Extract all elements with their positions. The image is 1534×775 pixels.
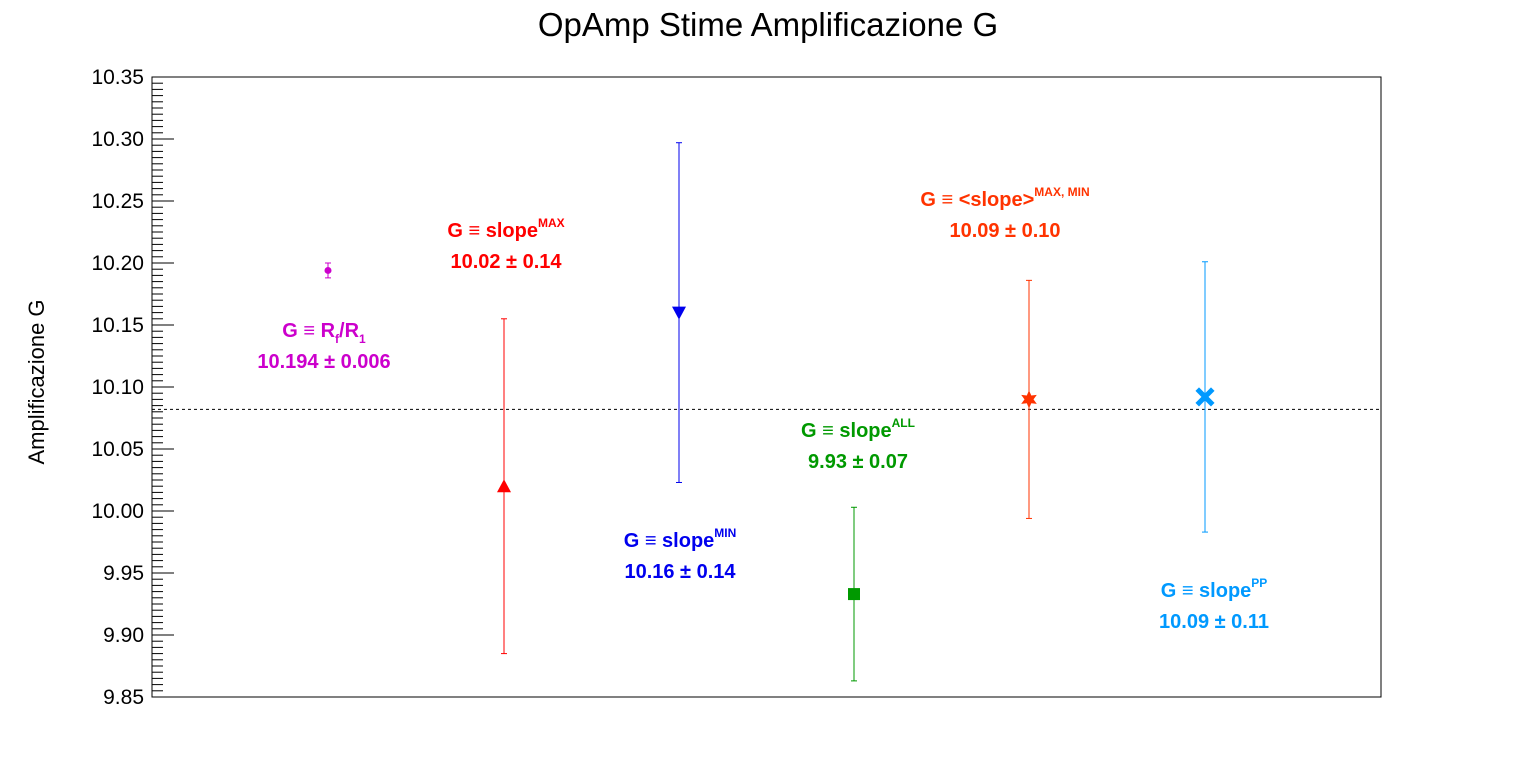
marker-cross: [1195, 387, 1215, 407]
y-axis-label: Amplificazione G: [24, 299, 49, 464]
y-tick-label: 9.85: [103, 686, 144, 709]
y-axis-tick-labels: 9.85 9.90 9.95 10.00 10.05 10.10 10.15 10.20 10.…: [91, 66, 144, 709]
marker-star: [1021, 390, 1037, 409]
point-annotation: G ≡ slopeMIN 10.16 ± 0.14: [624, 526, 737, 583]
data-point: [1021, 279, 1037, 519]
formula-superscript: MAX: [538, 216, 565, 230]
annotation-formula: G ≡ <slope>MAX, MIN: [920, 185, 1089, 211]
annotation-value: 10.16 ± 0.14: [624, 561, 736, 583]
annotation-value: 10.02 ± 0.14: [450, 251, 562, 273]
annotation-formula: G ≡ slopePP: [1161, 576, 1268, 602]
formula-main: G ≡ slope: [1161, 580, 1252, 602]
marker-triangle-up: [497, 479, 511, 493]
formula-main: G ≡ slope: [447, 220, 538, 242]
chart-title: OpAmp Stime Amplificazione G: [538, 6, 998, 43]
data-point: [1195, 261, 1215, 533]
y-tick-label: 10.20: [91, 252, 144, 275]
data-point: [848, 506, 860, 682]
annotation-value: 10.09 ± 0.10: [949, 220, 1060, 242]
annotation-value: 9.93 ± 0.07: [808, 451, 908, 473]
marker-triangle-down: [672, 306, 686, 320]
formula-superscript: ALL: [892, 416, 915, 430]
annotation-value: 10.09 ± 0.11: [1159, 611, 1269, 633]
point-annotation: G ≡ Rf/R1 10.194 ± 0.006: [257, 320, 390, 373]
formula-superscript: MIN: [714, 526, 736, 540]
point-annotation: G ≡ slopeALL 9.93 ± 0.07: [801, 416, 915, 473]
point-annotation: G ≡ slopeMAX 10.02 ± 0.14: [447, 216, 564, 273]
point-annotation: G ≡ slopePP 10.09 ± 0.11: [1159, 576, 1269, 633]
marker-square: [848, 588, 860, 601]
formula-subscript: 1: [359, 332, 366, 346]
formula-main: G ≡ R: [282, 320, 335, 342]
point-annotation: G ≡ <slope>MAX, MIN 10.09 ± 0.10: [920, 185, 1089, 242]
data-point: [324, 262, 332, 279]
annotation-formula: G ≡ Rf/R1: [282, 320, 366, 346]
y-tick-label: 10.25: [91, 190, 144, 213]
marker-circle: [324, 266, 332, 274]
annotation-formula: G ≡ slopeMIN: [624, 526, 737, 552]
y-axis-ticks: [152, 76, 174, 698]
data-point: [672, 142, 686, 483]
y-tick-label: 9.95: [103, 562, 144, 585]
formula-superscript: PP: [1251, 576, 1267, 590]
formula-main: G ≡ slope: [624, 530, 715, 552]
y-tick-label: 10.15: [91, 314, 144, 337]
annotation-formula: G ≡ slopeMAX: [447, 216, 564, 242]
y-tick-label: 10.05: [91, 438, 144, 461]
annotation-formula: G ≡ slopeALL: [801, 416, 915, 442]
annotation-value: 10.194 ± 0.006: [257, 351, 390, 373]
y-tick-label: 10.00: [91, 500, 144, 523]
formula-subscript: f: [335, 332, 340, 346]
data-points: [324, 142, 1215, 682]
data-point: [497, 318, 511, 655]
plot-frame: [151, 76, 1382, 698]
formula-main: G ≡ <slope>: [920, 189, 1034, 211]
y-tick-label: 9.90: [103, 624, 144, 647]
y-tick-label: 10.35: [91, 66, 144, 89]
y-tick-label: 10.30: [91, 128, 144, 151]
formula-superscript: MAX, MIN: [1034, 185, 1089, 199]
y-tick-label: 10.10: [91, 376, 144, 399]
formula-main: G ≡ slope: [801, 420, 892, 442]
formula-main: /R: [339, 320, 360, 342]
